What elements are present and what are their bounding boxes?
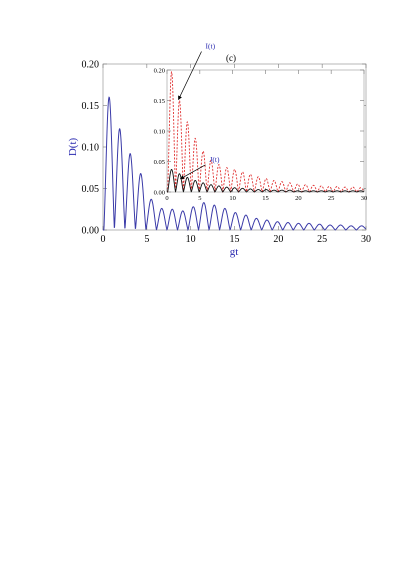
x-tick-label: 20 (295, 195, 302, 202)
y-tick-label: 0.00 (154, 189, 165, 196)
y-tick-label: 0.20 (154, 67, 165, 74)
inset-series (167, 71, 365, 193)
y-axis-label: D(t) (67, 138, 79, 157)
x-tick-label: 30 (361, 195, 368, 202)
x-tick-label: 25 (328, 195, 335, 202)
y-tick-label: 0.20 (82, 60, 100, 71)
y-tick-label: 0.10 (82, 143, 100, 154)
x-tick-label: 0 (165, 195, 168, 202)
main-series (103, 96, 367, 232)
y-tick-label: 0.05 (82, 184, 100, 195)
x-axis-label: gt (230, 246, 239, 258)
x-tick-label: 30 (361, 234, 371, 245)
inset-x-tick-labels: 0 5 10 15 20 25 30 (165, 195, 367, 202)
inset-plot-frame (166, 69, 365, 193)
x-tick-label: 0 (101, 234, 106, 245)
annotation-arrow (178, 51, 202, 101)
x-tick-label: 5 (198, 195, 201, 202)
x-tick-label: 15 (230, 234, 240, 245)
annotation-arrow (179, 164, 206, 180)
inset-annotations: I(t) J(t) (178, 42, 220, 180)
series-line-it (167, 71, 365, 193)
y-tick-label: 0.15 (82, 101, 100, 112)
y-tick-label: 0.15 (154, 98, 165, 105)
x-tick-label: 25 (317, 234, 327, 245)
main-x-tick-labels: 0 5 10 15 20 25 30 (101, 234, 372, 245)
series-line-dt (103, 96, 367, 232)
inset-chart: 0 5 10 15 20 25 30 0.00 0.05 0.10 0.15 0.20 I(t) J(… (154, 42, 368, 203)
panel-label: (c) (226, 53, 236, 63)
series-line-jt (167, 168, 364, 193)
x-tick-label: 20 (273, 234, 283, 245)
x-tick-label: 10 (186, 234, 196, 245)
inset-y-tick-labels: 0.00 0.05 0.10 0.15 0.20 (154, 67, 165, 196)
main-y-tick-labels: 0.00 0.05 0.10 0.15 0.20 (82, 60, 100, 237)
annotation-label: J(t) (209, 155, 220, 164)
y-tick-label: 0.10 (154, 128, 165, 135)
y-tick-label: 0.05 (154, 159, 165, 166)
annotation-label: I(t) (206, 42, 216, 51)
x-tick-label: 5 (144, 234, 149, 245)
x-tick-label: 15 (262, 195, 269, 202)
x-tick-label: 10 (229, 195, 236, 202)
y-tick-label: 0.00 (82, 226, 100, 237)
